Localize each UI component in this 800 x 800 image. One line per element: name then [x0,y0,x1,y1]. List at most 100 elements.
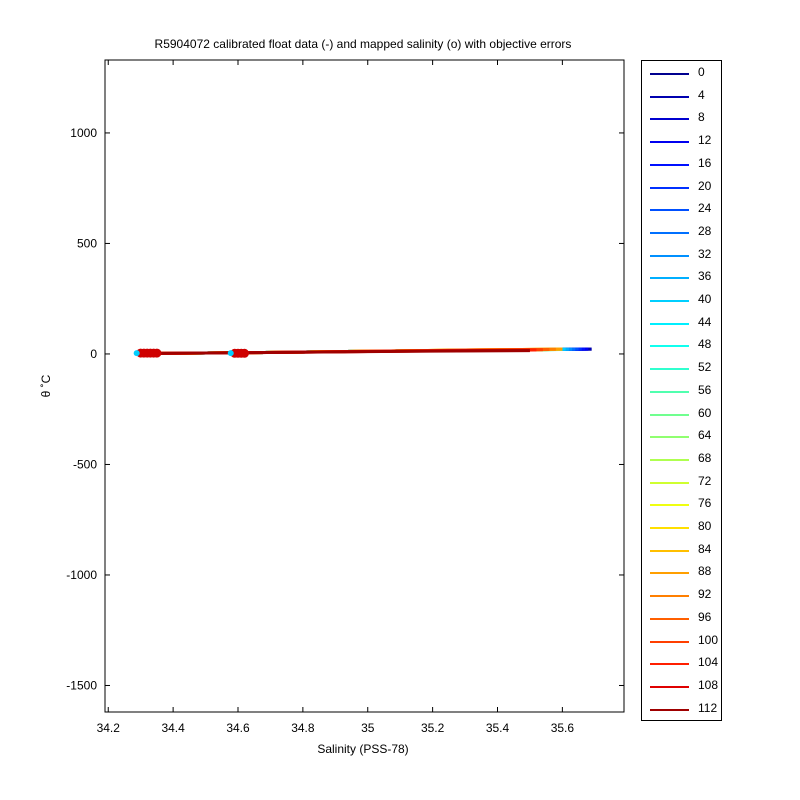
legend-swatch [650,231,689,234]
x-tick-label: 34.2 [97,721,121,735]
mapped-salinity-point [239,348,249,358]
legend-item-80: 80 [642,517,721,539]
legend-swatch [650,413,689,416]
legend-item-72: 72 [642,472,721,494]
legend-swatch [650,504,689,507]
x-tick-label: 34.8 [291,721,315,735]
legend-item-44: 44 [642,313,721,335]
legend-label: 96 [698,609,712,624]
legend-swatch [650,458,689,461]
legend-label: 68 [698,450,712,465]
legend-label: 32 [698,246,712,261]
legend-swatch [650,209,689,212]
legend-item-4: 4 [642,86,721,108]
legend-swatch [650,708,689,711]
x-axis-label: Salinity (PSS-78) [317,742,408,756]
y-tick-label: 0 [90,347,97,361]
legend-swatch [650,254,689,257]
legend-item-52: 52 [642,358,721,380]
legend-swatch [650,368,689,371]
legend-label: 4 [698,87,705,102]
legend-swatch [650,390,689,393]
legend-label: 72 [698,473,712,488]
legend-item-68: 68 [642,449,721,471]
legend-item-8: 8 [642,108,721,130]
mapped-salinity-point-edge [227,350,234,357]
legend-swatch [650,549,689,552]
legend-item-100: 100 [642,631,721,653]
legend-item-32: 32 [642,245,721,267]
y-tick-label: -1500 [66,678,97,692]
legend-swatch [650,95,689,98]
x-tick-label: 35.4 [486,721,510,735]
legend-label: 52 [698,360,712,375]
legend-swatch [650,163,689,166]
x-tick-label: 35 [361,721,375,735]
x-tick-label: 34.4 [161,721,185,735]
legend-swatch [650,640,689,643]
legend: 0 4 8 12 16 20 24 28 32 36 40 44 48 52 56 60 64 68 72 76 80 8… [641,60,722,721]
x-axis-ticks: 34.2 34.4 34.6 34.8 35 35.2 35.4 35.6 [97,60,575,735]
legend-item-108: 108 [642,676,721,698]
plot-area [104,59,625,713]
legend-swatch [650,663,689,666]
legend-swatch [650,322,689,325]
legend-swatch [650,685,689,688]
legend-label: 112 [698,700,718,715]
y-tick-label: -500 [73,457,97,471]
legend-swatch [650,345,689,348]
y-axis-ticks: 1000 500 0 -500 -1000 -1500 [66,126,624,692]
legend-swatch [650,527,689,529]
legend-label: 84 [698,541,712,556]
series-line-112 [140,349,530,355]
legend-item-28: 28 [642,222,721,244]
legend-swatch [650,481,689,484]
legend-label: 88 [698,564,712,579]
legend-item-24: 24 [642,199,721,221]
legend-label: 0 [698,65,705,79]
mapped-salinity-point [152,348,162,358]
legend-item-60: 60 [642,404,721,426]
legend-label: 108 [698,677,719,692]
y-axis-label: θ ˚C [39,374,53,397]
chart-title: R5904072 calibrated float data (-) and m… [155,37,572,51]
legend-item-96: 96 [642,608,721,630]
legend-item-0: 0 [642,63,721,85]
mapped-salinity-point-edge [133,350,140,357]
legend-label: 12 [698,133,712,148]
mapped-salinity-points [133,348,249,358]
legend-label: 20 [698,178,712,193]
legend-swatch [650,118,689,121]
y-tick-label: 500 [77,236,97,250]
legend-item-56: 56 [642,381,721,403]
legend-label: 44 [698,314,712,329]
legend-item-64: 64 [642,426,721,448]
legend-label: 36 [698,269,712,284]
legend-label: 80 [698,519,712,533]
series-lines [140,347,592,355]
x-tick-label: 35.2 [421,721,445,735]
legend-item-76: 76 [642,494,721,516]
legend-label: 92 [698,587,712,602]
legend-item-48: 48 [642,335,721,357]
x-tick-label: 35.6 [551,721,575,735]
legend-item-92: 92 [642,585,721,607]
legend-item-112: 112 [642,699,721,721]
legend-item-12: 12 [642,131,721,153]
legend-item-36: 36 [642,267,721,289]
legend-swatch [650,277,689,280]
legend-swatch [650,572,689,575]
legend-swatch [650,300,689,302]
legend-swatch [650,73,689,75]
y-tick-label: 1000 [70,126,97,140]
legend-swatch [650,595,689,598]
x-tick-label: 34.6 [226,721,250,735]
legend-label: 28 [698,223,712,238]
legend-label: 60 [698,405,712,420]
legend-item-40: 40 [642,290,721,312]
legend-swatch [650,436,689,439]
legend-label: 104 [698,655,719,670]
legend-label: 56 [698,382,712,397]
legend-label: 76 [698,496,712,511]
